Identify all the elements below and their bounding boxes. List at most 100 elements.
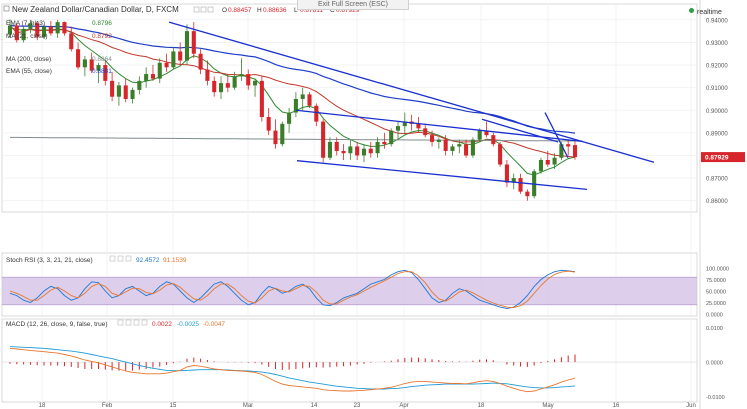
trendlines[interactable] [168, 21, 655, 191]
candle-body [273, 130, 278, 145]
settings-icon[interactable] [125, 255, 132, 262]
candle [103, 60, 108, 86]
candle [225, 74, 230, 93]
indicator-legend: EMA (7, hlc3) 0.8796 MA (21, close) 0.8792 M… [6, 20, 112, 75]
stoch-y-tick-label: 100.0000 [706, 267, 729, 273]
candle [212, 76, 217, 97]
candle [239, 58, 244, 81]
candle [314, 103, 319, 127]
header-control-icon[interactable] [207, 6, 214, 13]
candle-body [7, 25, 13, 35]
candle [518, 173, 523, 194]
indicator-value: 0.8792 [92, 33, 112, 40]
settings-icon[interactable] [133, 319, 140, 326]
candle-body [89, 59, 94, 71]
candle [7, 19, 13, 38]
candle [498, 141, 503, 167]
candle-body [280, 123, 285, 145]
ema7-line [9, 27, 576, 176]
candle-body [348, 146, 353, 154]
candle [436, 137, 441, 149]
candle-body [355, 146, 360, 156]
ohlc-value: 0.87811 [300, 7, 323, 14]
candle-body [116, 85, 121, 97]
candle-body [150, 74, 155, 79]
candle [48, 20, 53, 36]
candle [76, 42, 81, 70]
x-tick-label: 15 [170, 403, 177, 409]
realtime-indicator: realtime [689, 8, 722, 16]
candle [123, 78, 128, 103]
candle-body [171, 51, 176, 68]
candle-body [246, 74, 251, 86]
settings-icon[interactable] [117, 319, 124, 326]
y-tick-label: 0.90000 [706, 109, 728, 115]
candle-body [76, 49, 81, 68]
trendline [481, 118, 559, 143]
collapse-icon[interactable] [3, 5, 10, 12]
settings-icon[interactable] [109, 255, 116, 262]
candle [191, 22, 196, 59]
candle [157, 58, 162, 84]
candle-body [82, 59, 87, 68]
stoch-k-value: 92.4572 [136, 257, 160, 264]
realtime-label: realtime [697, 9, 722, 16]
ma200-line [10, 136, 575, 142]
candle [464, 139, 469, 158]
candle [430, 130, 435, 147]
candle-body [157, 62, 162, 79]
candle [470, 137, 475, 158]
candle-body [184, 31, 190, 61]
candle [566, 139, 571, 156]
x-tick-label: 18 [478, 403, 485, 409]
exit-fullscreen-button[interactable]: Exit Full Screen (ESC) [297, 0, 409, 10]
header-control-icon[interactable] [193, 6, 200, 13]
candle-body [484, 130, 489, 136]
candle-body [239, 74, 244, 77]
settings-icon[interactable] [117, 255, 124, 262]
candle-body [538, 160, 544, 172]
candle-body [368, 148, 373, 154]
candle-body [198, 53, 203, 70]
y-tick-label: 0.87000 [706, 177, 728, 183]
candle [450, 144, 455, 156]
candle-body [48, 26, 53, 34]
candle-body [334, 141, 339, 151]
candle [341, 144, 346, 160]
candle [423, 123, 428, 138]
indicator-name: EMA (55, close) [6, 68, 52, 75]
x-tick-label: 18 [39, 403, 46, 409]
candle-body [443, 139, 448, 151]
x-tick-label: Jun [686, 403, 696, 409]
macd-y-tick-label: -0.0100 [706, 395, 725, 401]
candle-body [69, 33, 74, 50]
candle [545, 150, 550, 167]
macd-panel[interactable] [1, 318, 698, 403]
candle-body [361, 148, 367, 156]
candle [82, 56, 87, 77]
settings-icon[interactable] [141, 319, 148, 326]
macd-value: 0.0022 [152, 321, 172, 328]
candle [116, 82, 121, 106]
candle-body [21, 28, 26, 41]
candle [178, 42, 183, 66]
candle-body [178, 51, 183, 61]
macd-value: -0.0047 [203, 321, 225, 328]
x-tick-label: 23 [354, 403, 361, 409]
chart-header: New Zealand Dollar/Canadian Dollar, D, F… [3, 5, 360, 14]
indicator-value: 0.8881 [92, 68, 112, 75]
candle-body [35, 23, 40, 37]
candle [504, 160, 509, 188]
candle-body [62, 22, 67, 34]
candle [62, 21, 67, 36]
candle-body [41, 26, 47, 37]
trendline [295, 109, 584, 143]
candle-body [491, 135, 496, 145]
stoch-y-tick-label: 0.0000 [706, 313, 723, 319]
candle-body [423, 128, 428, 136]
header-control-icon[interactable] [200, 6, 207, 13]
candle [205, 60, 210, 86]
stoch-y-tick-label: 75.0000 [706, 278, 726, 284]
settings-icon[interactable] [125, 319, 132, 326]
